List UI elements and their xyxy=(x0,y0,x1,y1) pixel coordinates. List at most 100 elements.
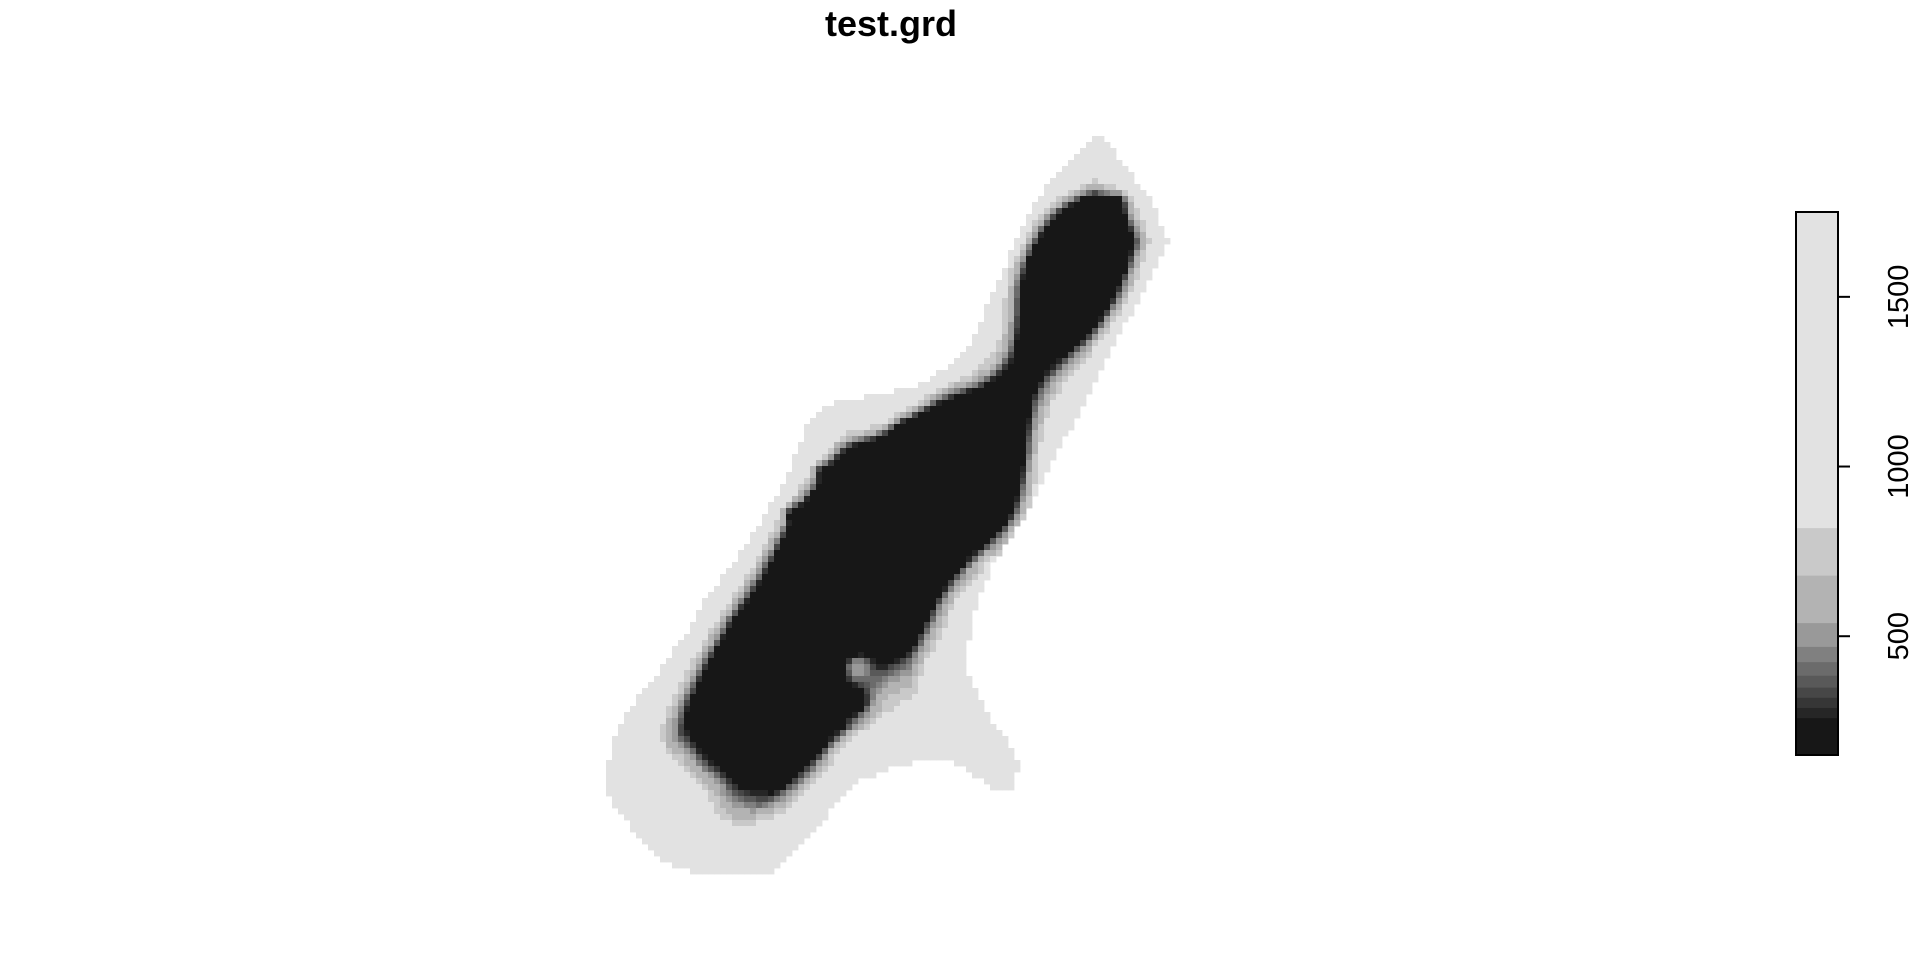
raster-cell xyxy=(882,652,889,659)
raster-cell xyxy=(1032,388,1039,395)
raster-cell xyxy=(846,628,853,635)
raster-cell xyxy=(936,430,943,437)
raster-cell xyxy=(1098,280,1105,287)
raster-cell xyxy=(894,478,901,485)
raster-cell xyxy=(948,478,955,485)
raster-cell xyxy=(618,772,625,779)
raster-cell xyxy=(726,664,733,671)
raster-cell xyxy=(738,670,745,677)
raster-cell xyxy=(1098,148,1105,155)
raster-cell xyxy=(996,754,1003,761)
raster-cell xyxy=(1002,478,1009,485)
raster-cell xyxy=(1002,514,1009,521)
raster-cell xyxy=(684,796,691,803)
raster-cell xyxy=(936,400,943,407)
raster-cell xyxy=(1008,766,1015,773)
raster-cell xyxy=(702,694,709,701)
raster-cell xyxy=(882,430,889,437)
raster-cell xyxy=(834,640,841,647)
raster-cell xyxy=(1062,268,1069,275)
raster-cell xyxy=(816,700,823,707)
raster-cell xyxy=(978,334,985,341)
raster-cell xyxy=(768,634,775,641)
raster-cell xyxy=(828,430,835,437)
raster-cell xyxy=(978,460,985,467)
raster-cell xyxy=(912,640,919,647)
raster-cell xyxy=(942,616,949,623)
raster-cell xyxy=(654,802,661,809)
raster-cell xyxy=(1020,460,1027,467)
raster-cell xyxy=(948,466,955,473)
raster-cell xyxy=(1056,412,1063,419)
raster-cell xyxy=(690,766,697,773)
raster-cell xyxy=(810,778,817,785)
raster-cell xyxy=(1134,286,1141,293)
raster-cell xyxy=(978,532,985,539)
raster-cell xyxy=(1014,256,1021,263)
raster-cell xyxy=(852,520,859,527)
raster-cell xyxy=(702,652,709,659)
raster-cell xyxy=(684,712,691,719)
raster-cell xyxy=(834,730,841,737)
raster-cell xyxy=(618,766,625,773)
raster-cell xyxy=(720,844,727,851)
raster-cell xyxy=(1080,274,1087,281)
raster-cell xyxy=(648,778,655,785)
raster-cell xyxy=(810,802,817,809)
raster-cell xyxy=(738,598,745,605)
raster-cell xyxy=(780,484,787,491)
raster-cell xyxy=(1092,214,1099,221)
raster-cell xyxy=(834,790,841,797)
raster-cell xyxy=(828,616,835,623)
raster-cell xyxy=(780,850,787,857)
raster-cell xyxy=(702,628,709,635)
raster-cell xyxy=(1032,448,1039,455)
raster-cell xyxy=(1092,280,1099,287)
raster-cell xyxy=(1128,280,1135,287)
raster-cell xyxy=(636,730,643,737)
raster-cell xyxy=(1116,280,1123,287)
raster-cell xyxy=(900,610,907,617)
raster-cell xyxy=(846,748,853,755)
raster-cell xyxy=(1086,190,1093,197)
raster-cell xyxy=(714,736,721,743)
raster-cell xyxy=(1128,220,1135,227)
raster-cell xyxy=(738,580,745,587)
raster-cell xyxy=(744,634,751,641)
raster-cell xyxy=(792,496,799,503)
raster-cell xyxy=(636,790,643,797)
raster-cell xyxy=(672,730,679,737)
raster-cell xyxy=(960,394,967,401)
raster-cell xyxy=(780,682,787,689)
raster-cell xyxy=(714,664,721,671)
raster-cell xyxy=(846,616,853,623)
raster-cell xyxy=(876,436,883,443)
raster-cell xyxy=(984,742,991,749)
raster-cell xyxy=(846,430,853,437)
raster-cell xyxy=(852,454,859,461)
raster-cell xyxy=(966,730,973,737)
raster-cell xyxy=(822,796,829,803)
raster-cell xyxy=(792,844,799,851)
raster-cell xyxy=(870,490,877,497)
raster-cell xyxy=(750,562,757,569)
raster-cell xyxy=(726,586,733,593)
raster-cell xyxy=(1086,220,1093,227)
raster-cell xyxy=(906,736,913,743)
raster-cell xyxy=(696,700,703,707)
raster-cell xyxy=(1092,310,1099,317)
raster-cell xyxy=(1002,352,1009,359)
raster-cell xyxy=(786,814,793,821)
raster-cell xyxy=(1080,310,1087,317)
raster-cell xyxy=(918,748,925,755)
raster-cell xyxy=(1002,760,1009,767)
raster-cell xyxy=(942,442,949,449)
raster-cell xyxy=(774,568,781,575)
raster-cell xyxy=(804,436,811,443)
raster-cell xyxy=(1062,388,1069,395)
raster-cell xyxy=(756,850,763,857)
raster-cell xyxy=(840,616,847,623)
raster-cell xyxy=(1068,394,1075,401)
raster-cell xyxy=(1116,268,1123,275)
raster-cell xyxy=(762,700,769,707)
